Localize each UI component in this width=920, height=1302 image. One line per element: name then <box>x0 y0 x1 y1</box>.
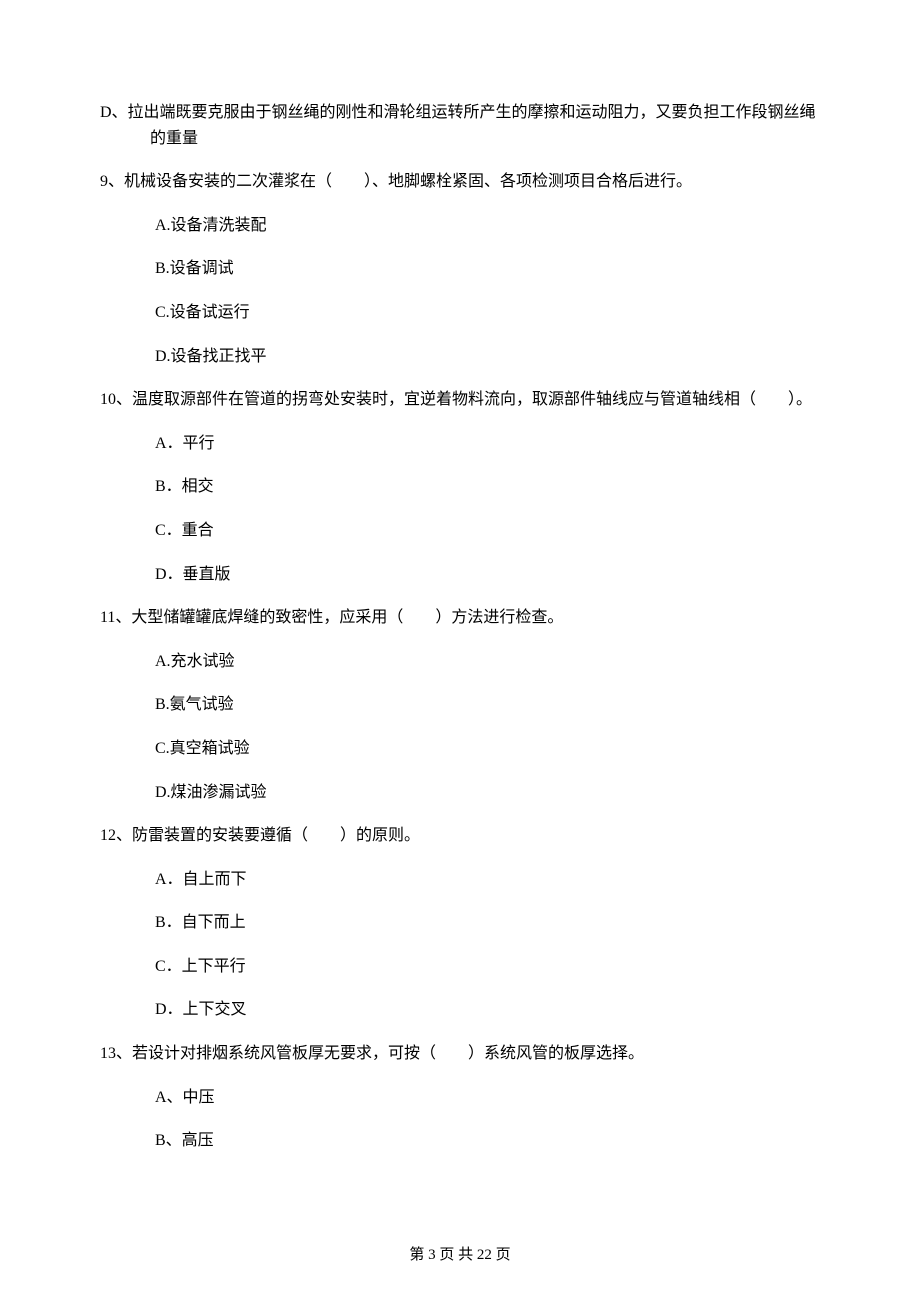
q11-stem: 11、大型储罐罐底焊缝的致密性，应采用（ ）方法进行检查。 <box>100 605 820 631</box>
q9-option-b: B.设备调试 <box>100 256 820 282</box>
q11-option-c: C.真空箱试验 <box>100 736 820 762</box>
q12-stem: 12、防雷装置的安装要遵循（ ）的原则。 <box>100 823 820 849</box>
q12-option-a: A．自上而下 <box>100 867 820 893</box>
q13-option-b: B、高压 <box>100 1128 820 1154</box>
q12-option-b: B．自下而上 <box>100 910 820 936</box>
q12-option-c: C．上下平行 <box>100 954 820 980</box>
q11-option-d: D.煤油渗漏试验 <box>100 780 820 806</box>
q13-option-a: A、中压 <box>100 1085 820 1111</box>
q10-option-c: C．重合 <box>100 518 820 544</box>
q10-option-d: D．垂直版 <box>100 562 820 588</box>
page-footer: 第 3 页 共 22 页 <box>0 1243 920 1267</box>
q8-option-d: D、拉出端既要克服由于钢丝绳的刚性和滑轮组运转所产生的摩擦和运动阻力，又要负担工… <box>100 100 820 151</box>
q9-option-c: C.设备试运行 <box>100 300 820 326</box>
q12-option-d: D．上下交叉 <box>100 997 820 1023</box>
q11-option-a: A.充水试验 <box>100 649 820 675</box>
q13-stem: 13、若设计对排烟系统风管板厚无要求，可按（ ）系统风管的板厚选择。 <box>100 1041 820 1067</box>
q10-option-b: B．相交 <box>100 474 820 500</box>
q9-option-d: D.设备找正找平 <box>100 344 820 370</box>
q9-option-a: A.设备清洗装配 <box>100 213 820 239</box>
q9-stem: 9、机械设备安装的二次灌浆在（ ）、地脚螺栓紧固、各项检测项目合格后进行。 <box>100 169 820 195</box>
q10-option-a: A．平行 <box>100 431 820 457</box>
q10-stem: 10、温度取源部件在管道的拐弯处安装时，宜逆着物料流向，取源部件轴线应与管道轴线… <box>100 387 820 413</box>
q11-option-b: B.氨气试验 <box>100 692 820 718</box>
